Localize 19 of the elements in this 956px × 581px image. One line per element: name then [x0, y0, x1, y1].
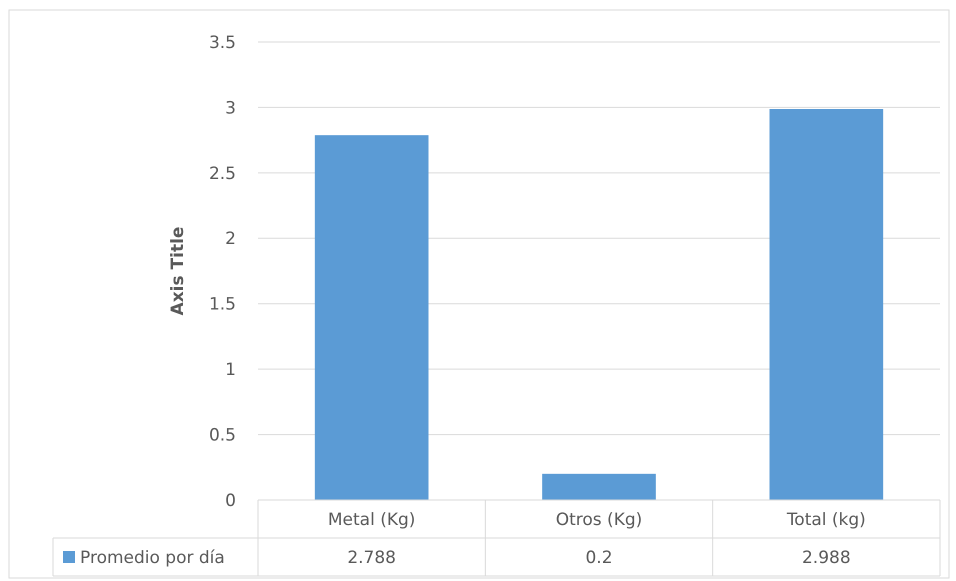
y-tick-label: 1: [225, 360, 236, 380]
y-tick-label: 3: [225, 98, 236, 118]
data-label: 0.2: [585, 548, 613, 568]
bar: [542, 474, 656, 500]
y-tick-label: 1.5: [208, 294, 236, 315]
bar: [314, 135, 428, 500]
legend-label: Promedio por día: [80, 548, 225, 568]
y-tick-label: 0.5: [208, 426, 236, 446]
x-tick-label: Total (kg): [786, 510, 866, 530]
y-tick-label: 2.5: [208, 164, 236, 184]
y-tick-label: 3.5: [208, 32, 236, 53]
data-label: 2.988: [802, 548, 851, 568]
bar: [770, 109, 884, 500]
y-axis-title: Axis Title: [168, 226, 188, 316]
y-tick-label: 0: [225, 490, 236, 511]
x-tick-label: Metal (Kg): [328, 510, 416, 530]
data-label: 2.788: [347, 548, 396, 568]
x-tick-label: Otros (Kg): [556, 510, 642, 530]
y-tick-label: 2: [225, 229, 236, 250]
